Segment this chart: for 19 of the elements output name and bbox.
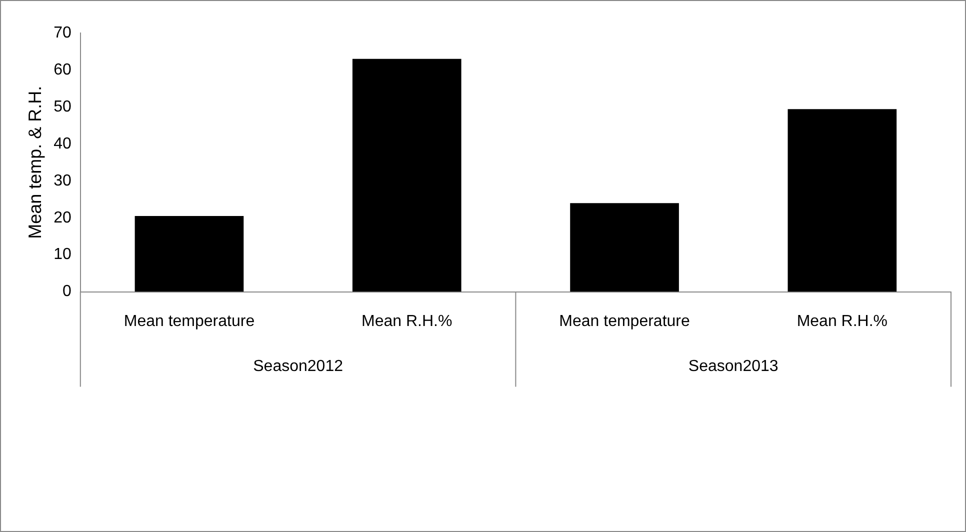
bar: [570, 203, 679, 292]
y-tick-label: 0: [62, 283, 72, 300]
x-tick-label: Mean temperature: [559, 312, 690, 330]
y-tick-label: 50: [54, 98, 72, 116]
bar: [352, 58, 462, 292]
bar: [788, 109, 897, 292]
y-tick-label: 10: [54, 246, 72, 264]
x-tick-label: Mean R.H.%: [362, 312, 452, 330]
bar: [134, 216, 244, 292]
text: Season2013: [688, 358, 778, 376]
x-tick-label: Mean R.H.%: [796, 312, 888, 330]
text: Season2012: [253, 358, 344, 376]
x-tick-label: Mean temperature: [124, 312, 255, 330]
y-tick-label: 70: [54, 24, 72, 42]
y-tick-label: 30: [54, 172, 72, 190]
y-tick-label: 20: [54, 209, 72, 226]
y-axis-title: Mean temp. & R.H.: [24, 86, 45, 239]
y-tick-label: 40: [54, 135, 72, 152]
y-tick-label: 60: [54, 61, 72, 78]
